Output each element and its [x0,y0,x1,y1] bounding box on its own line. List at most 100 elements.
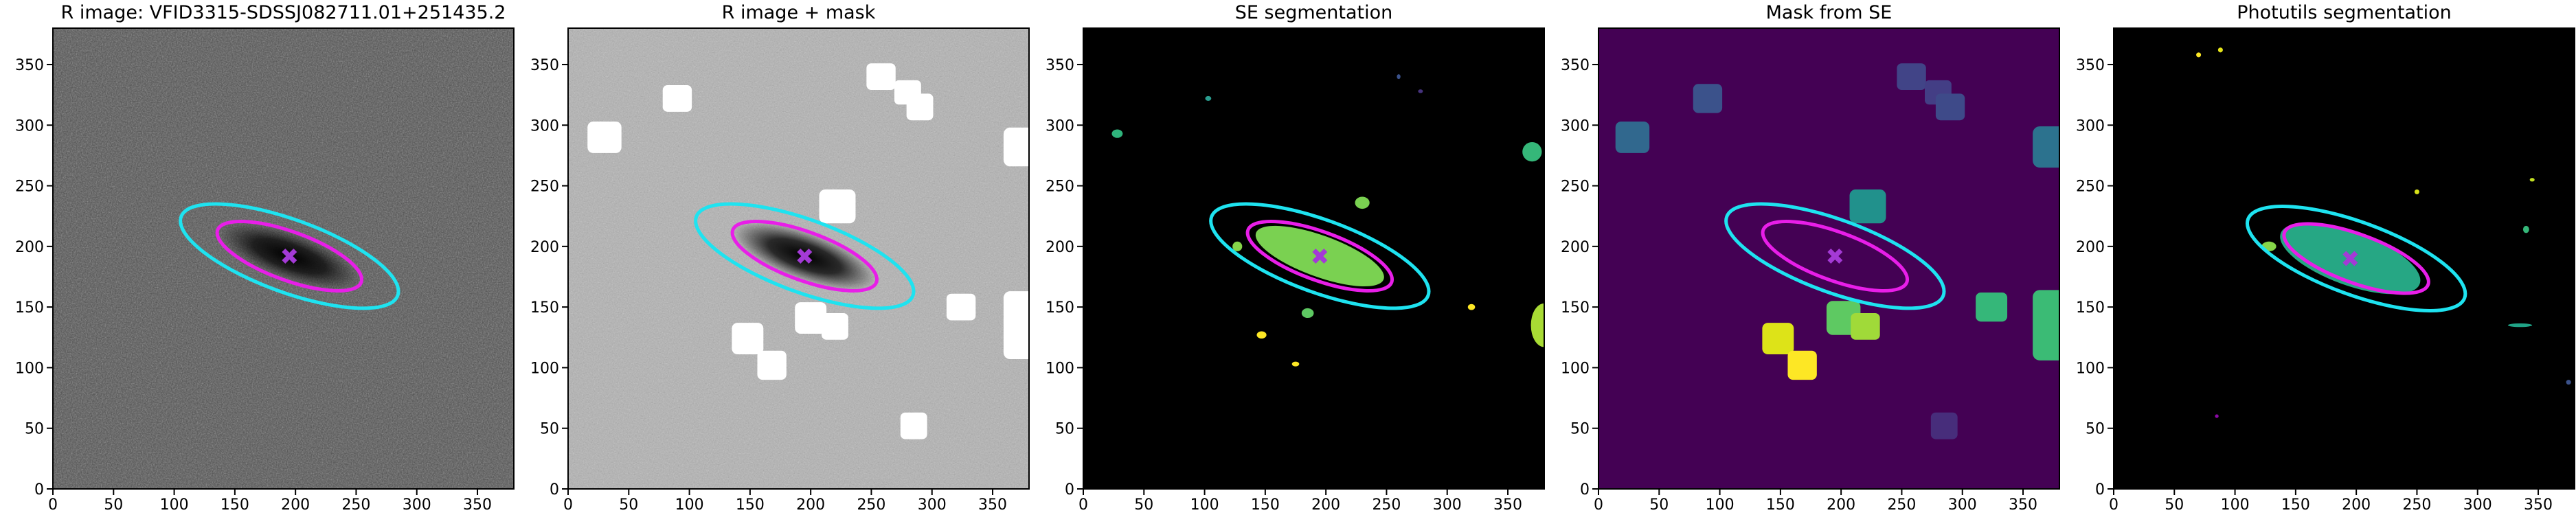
y-tick-label: 200 [2076,239,2105,256]
x-tick-label: 0 [48,496,58,514]
mask-region [2033,126,2059,168]
aperture-ellipse [179,202,400,310]
x-tick-label: 200 [2342,496,2371,514]
segment-region [1397,74,1401,80]
mask-region [1849,189,1886,224]
y-tick-label: 100 [1046,360,1074,377]
segment-region [1111,129,1123,138]
y-tick-label: 200 [15,239,44,256]
y-tick-label: 150 [2076,299,2105,317]
segment-region [1522,141,1542,162]
x-tick-label: 0 [2109,496,2119,514]
x-tick-label: 50 [2165,496,2184,514]
x-tick-label: 100 [1190,496,1219,514]
x-tick-label: 150 [2281,496,2310,514]
mask-region [757,350,787,380]
x-tick-label: 150 [1766,496,1795,514]
x-tick-label: 0 [1594,496,1603,514]
y-tick-label: 350 [1046,57,1074,74]
y-tick-label: 300 [1046,117,1074,135]
x-tick-label: 250 [1887,496,1916,514]
y-tick-label: 350 [1561,57,1590,74]
x-tick-label: 300 [1948,496,1977,514]
center-marker [2342,251,2358,266]
x-tick-label: 200 [281,496,310,514]
y-tick-label: 250 [2076,179,2105,196]
panel [53,28,514,489]
segment-region [1467,304,1476,310]
y-tick-label: 200 [1561,239,1590,256]
panel-title: SE segmentation [1235,2,1392,23]
y-tick-label: 150 [530,299,559,317]
y-tick-label: 100 [2076,360,2105,377]
center-marker [282,248,297,264]
y-tick-label: 250 [530,179,559,196]
axes-frame [1083,27,1545,490]
mask-region [795,302,827,334]
x-tick-label: 100 [160,496,189,514]
mask-region [819,189,856,224]
y-tick-label: 0 [1065,481,1074,499]
y-tick-label: 150 [15,299,44,317]
x-tick-label: 250 [341,496,370,514]
mask-region [1003,291,1029,360]
aperture-ellipse [2245,205,2467,312]
panel-title: R image: VFID3315-SDSSJ082711.01+251435.… [61,2,506,23]
x-tick-label: 300 [1433,496,1462,514]
x-tick-label: 100 [675,496,704,514]
y-tick-label: 250 [1046,179,1074,196]
x-tick-label: 300 [403,496,431,514]
segment-region [1205,95,1212,101]
mask-region [866,63,896,91]
x-tick-label: 200 [1311,496,1340,514]
axes-frame [1598,27,2060,490]
aperture-ellipse [694,202,916,310]
aperture-ellipse [1724,202,1946,310]
segment-region [2566,380,2571,385]
aperture-ellipse [2282,222,2430,295]
y-tick-label: 350 [530,57,559,74]
y-tick-label: 350 [2076,57,2105,74]
segment-region [1530,303,1544,347]
segment-region [1232,241,1243,251]
x-tick-label: 150 [736,496,765,514]
mask-region [587,121,622,153]
axes-frame [52,27,515,490]
y-tick-label: 200 [1046,239,1074,256]
x-tick-label: 100 [2221,496,2250,514]
x-tick-label: 250 [1372,496,1401,514]
y-tick-label: 50 [540,421,559,438]
x-tick-label: 350 [2009,496,2037,514]
y-tick-label: 300 [2076,117,2105,135]
segment-region [2217,47,2223,53]
x-tick-label: 100 [1706,496,1735,514]
mask-region [1787,350,1817,380]
y-tick-label: 250 [1561,179,1590,196]
y-tick-label: 100 [530,360,559,377]
x-tick-label: 0 [1078,496,1088,514]
y-tick-label: 250 [15,179,44,196]
mask-region [822,312,848,340]
y-tick-label: 50 [25,421,44,438]
x-tick-label: 250 [2402,496,2431,514]
aperture-ellipse [215,219,364,293]
y-tick-label: 300 [530,117,559,135]
segment-region [2414,189,2419,194]
y-tick-label: 300 [15,117,44,135]
segment-region [1256,331,1267,339]
mask-region [1897,63,1926,91]
mask-region [2033,290,2059,360]
segment-region [2507,323,2533,328]
x-tick-label: 350 [463,496,492,514]
x-tick-label: 350 [2524,496,2553,514]
x-tick-label: 50 [619,496,638,514]
aperture-ellipse [1209,202,1431,310]
segment-region [1291,361,1300,367]
x-tick-label: 350 [978,496,1007,514]
mask-region [1762,323,1794,354]
aperture-ellipse [730,219,879,293]
y-tick-label: 0 [1580,481,1590,499]
panel-title: Mask from SE [1766,2,1893,23]
mask-region [732,323,764,354]
